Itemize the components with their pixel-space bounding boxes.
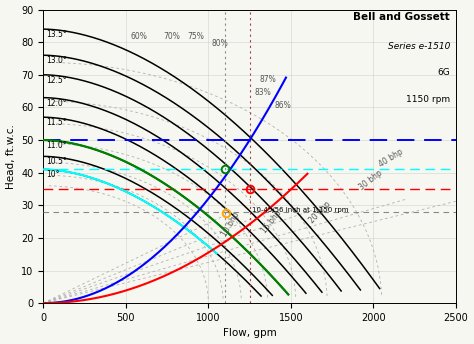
Text: 11.0°: 11.0°	[46, 141, 67, 150]
Text: 87%: 87%	[260, 75, 276, 84]
Text: 10°: 10°	[46, 170, 60, 179]
Text: 60%: 60%	[131, 32, 147, 41]
Text: 6G: 6G	[437, 68, 450, 77]
Text: 80%: 80%	[212, 39, 228, 48]
Text: 40 bhp: 40 bhp	[377, 148, 404, 169]
Text: Series e-1510: Series e-1510	[388, 42, 450, 51]
Text: 20 bhp: 20 bhp	[308, 200, 332, 225]
Text: 12.5°: 12.5°	[46, 76, 67, 85]
Text: 10.5°: 10.5°	[46, 157, 67, 166]
Text: 75%: 75%	[187, 32, 204, 41]
Text: 11.5°: 11.5°	[46, 118, 67, 127]
Text: 70%: 70%	[164, 32, 181, 41]
Text: 12.0°: 12.0°	[46, 99, 67, 108]
Text: 13.0°: 13.0°	[46, 56, 67, 65]
Text: 30 bhp: 30 bhp	[357, 169, 383, 192]
Text: Bell and Gossett: Bell and Gossett	[353, 12, 450, 22]
Y-axis label: Head, ft.w.c.: Head, ft.w.c.	[6, 124, 16, 189]
Text: 1150 rpm: 1150 rpm	[406, 95, 450, 104]
Text: 10 bhp: 10 bhp	[220, 211, 241, 238]
X-axis label: Flow, gpm: Flow, gpm	[223, 329, 276, 338]
Text: 15 bhp: 15 bhp	[260, 208, 283, 235]
Text: 83%: 83%	[255, 88, 271, 97]
Text: 13.5°: 13.5°	[46, 30, 67, 39]
Text: 86%: 86%	[274, 101, 291, 110]
Text: 10-45/56 inch at 1,150 rpm: 10-45/56 inch at 1,150 rpm	[252, 207, 348, 213]
